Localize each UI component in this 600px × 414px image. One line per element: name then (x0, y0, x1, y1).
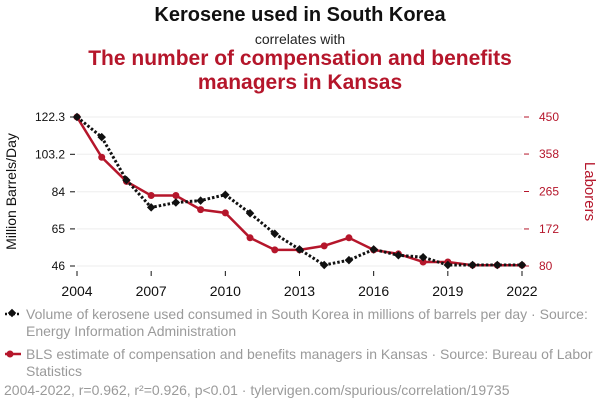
legend-label-managers: BLS estimate of compensation and benefit… (26, 346, 593, 379)
legend-item-kerosene: Volume of kerosene used consumed in Sout… (4, 306, 594, 340)
data-point-kerosene (344, 255, 354, 265)
left-tick-label: 65 (52, 222, 66, 236)
line-chart: 122.3 103.2 84 65 46 450 358 265 172 80 2004 2007 20… (3, 110, 598, 299)
data-point-kerosene (418, 252, 428, 262)
data-point-kerosene (122, 175, 131, 185)
footer-stats: 2004-2022, r=0.962, r²=0.926, p<0.01 · t… (4, 382, 510, 398)
legend-swatch-managers (5, 350, 21, 358)
data-point-kerosene (171, 198, 181, 207)
chart-title-secondary: The number of compensation and benefits … (88, 47, 512, 94)
legend-swatch-kerosene (5, 308, 21, 318)
legend-item-managers: BLS estimate of compensation and benefit… (4, 346, 594, 380)
data-point-kerosene (295, 245, 304, 254)
data-point-kerosene (196, 196, 205, 205)
data-point-kerosene (245, 209, 255, 218)
right-tick-label: 450 (539, 110, 559, 124)
x-tick-label: 2022 (506, 283, 537, 299)
data-point-managers (419, 258, 427, 266)
data-point-kerosene (97, 132, 106, 142)
left-tick-label: 46 (52, 259, 66, 273)
correlates-with-label: correlates with (254, 31, 346, 47)
legend-label-kerosene: Volume of kerosene used consumed in Sout… (26, 306, 588, 339)
data-point-managers (345, 234, 353, 242)
data-point-managers (246, 234, 254, 242)
data-point-managers (271, 246, 279, 254)
data-point-kerosene (468, 260, 477, 270)
right-tick-label: 172 (539, 222, 559, 236)
data-point-kerosene (493, 260, 502, 270)
x-tick-label: 2010 (210, 283, 241, 299)
x-tick-label: 2019 (432, 283, 463, 299)
data-point-kerosene (221, 190, 230, 199)
data-point-kerosene (517, 260, 527, 270)
data-point-kerosene (319, 260, 329, 270)
y-axis-label-right: Laborers (581, 162, 598, 221)
y-axis-label-left: Million Barrels/Day (3, 133, 19, 250)
chart-title: Kerosene used in South Korea (154, 4, 446, 26)
data-point-kerosene (394, 251, 403, 260)
right-tick-label: 358 (539, 147, 559, 161)
data-point-managers (98, 153, 106, 161)
left-tick-label: 122.3 (35, 110, 65, 124)
right-tick-label: 265 (539, 185, 559, 199)
left-tick-label: 103.2 (35, 147, 65, 161)
data-point-managers (221, 209, 229, 217)
x-tick-label: 2004 (61, 283, 92, 299)
x-tick-label: 2007 (136, 283, 167, 299)
data-point-kerosene (146, 203, 156, 212)
data-point-kerosene (72, 112, 82, 122)
x-tick-label: 2013 (284, 283, 315, 299)
x-tick-label: 2016 (358, 283, 389, 299)
series-line-managers (75, 116, 522, 267)
data-point-kerosene (270, 229, 280, 239)
data-point-managers (197, 206, 205, 214)
right-tick-label: 80 (539, 259, 553, 273)
left-tick-label: 84 (52, 185, 66, 199)
data-point-managers (320, 242, 328, 250)
data-point-managers (147, 192, 155, 200)
data-point-kerosene (369, 245, 378, 254)
data-point-managers (172, 192, 180, 200)
data-point-kerosene (443, 260, 453, 270)
